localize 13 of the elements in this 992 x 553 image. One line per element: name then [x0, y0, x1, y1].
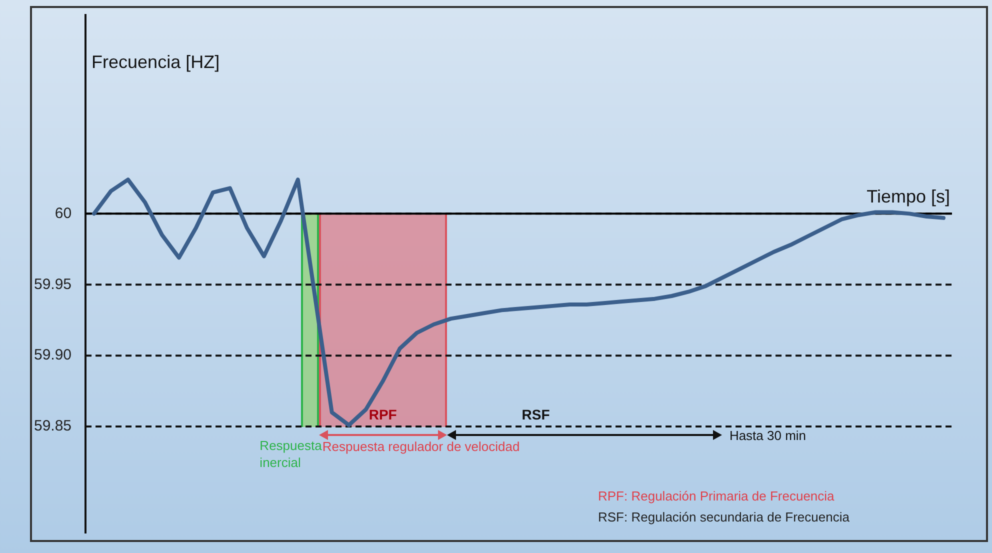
annotation: RSF: Regulación secundaria de Frecuencia: [598, 510, 850, 525]
annotation: Hasta 30 min: [729, 428, 806, 444]
x-axis-title: Tiempo [s]: [866, 186, 950, 207]
y-axis-title: Frecuencia [HZ]: [92, 52, 220, 72]
y-tick-label: 59.90: [34, 346, 72, 364]
y-tick-label: 60: [54, 204, 72, 222]
annotation: RSF: [522, 406, 550, 422]
annotation: RPF: [368, 406, 398, 422]
y-tick-label: 59.95: [34, 276, 72, 293]
y-tick-label: 59.85: [34, 418, 72, 435]
annotation: RPF: Regulación Primaria de Frecuencia: [598, 488, 836, 504]
annotation: Respuesta regulador de velocidad: [322, 439, 520, 454]
annotation: Respuesta inercial: [260, 438, 323, 470]
